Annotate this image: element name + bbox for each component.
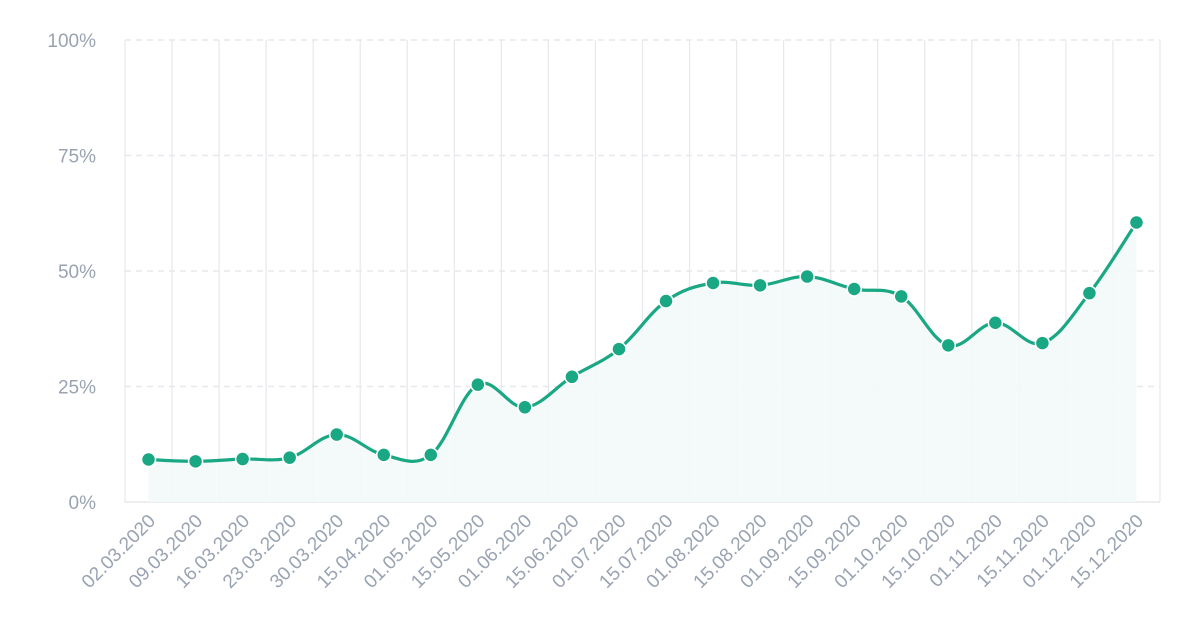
data-point: [658, 293, 674, 309]
data-point: [705, 275, 721, 291]
data-point: [470, 376, 486, 393]
data-point: [376, 447, 392, 463]
data-point: [799, 268, 815, 285]
y-tick-label: 75%: [58, 147, 96, 168]
y-tick-label: 100%: [47, 31, 96, 52]
data-point: [1034, 335, 1051, 351]
y-tick-label: 0%: [69, 493, 97, 514]
data-point: [846, 281, 862, 297]
data-point: [281, 449, 298, 466]
data-point: [423, 447, 439, 463]
y-tick-label: 25%: [58, 378, 96, 399]
data-point: [940, 337, 957, 354]
data-point: [564, 369, 580, 385]
data-point: [140, 451, 157, 468]
data-point: [187, 453, 204, 470]
data-point: [517, 399, 533, 416]
data-point: [1128, 214, 1145, 231]
data-point: [611, 341, 627, 357]
data-point: [1081, 285, 1098, 301]
data-point: [987, 314, 1004, 331]
data-point: [893, 288, 909, 305]
data-point: [234, 451, 251, 467]
data-point: [752, 277, 768, 294]
y-tick-label: 50%: [58, 262, 96, 283]
series-line: [148, 221, 1138, 463]
data-point: [328, 426, 345, 443]
